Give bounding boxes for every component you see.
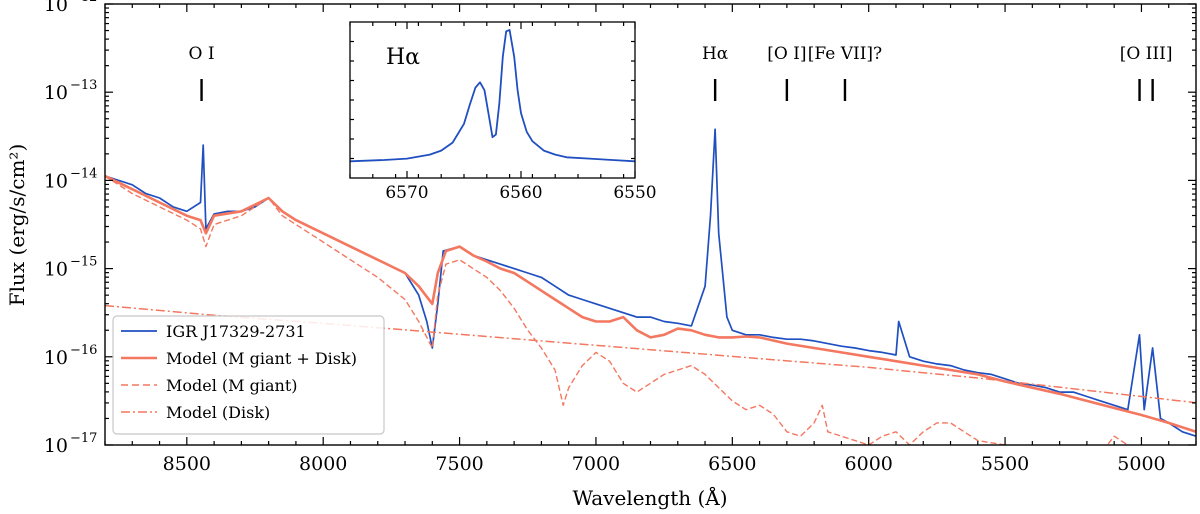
- y-tick-label: 10: [44, 435, 68, 457]
- x-tick-label: 5500: [981, 453, 1029, 475]
- series-model-giant: [105, 175, 1130, 445]
- y-tick-exponent: −12: [70, 0, 97, 5]
- x-tick-label: 7000: [572, 453, 620, 475]
- inset-title: Hα: [386, 45, 420, 70]
- inset-plot: 6570 6560 6550 Hα: [349, 21, 657, 203]
- x-tick-label: 6000: [845, 453, 893, 475]
- annotation-label: O I: [189, 44, 215, 64]
- legend-label-model-total: Model (M giant + Disk): [166, 349, 357, 368]
- y-tick-label: 10: [44, 0, 68, 16]
- y-tick-label: 10: [44, 170, 68, 192]
- annotation-label: [O I]: [767, 44, 806, 64]
- inset-x-tick-label: 6570: [385, 183, 428, 203]
- line-annotations: O I Hα [O I] [Fe VII]? [O III]: [189, 44, 1173, 101]
- series-model-total: [105, 174, 1196, 434]
- x-axis-label: Wavelength (Å): [572, 485, 727, 510]
- y-tick-exponent: −14: [70, 166, 97, 181]
- legend-box: [112, 315, 385, 435]
- y-tick-label: 10: [44, 347, 68, 369]
- legend-label-model-giant: Model (M giant): [166, 376, 298, 395]
- legend-label-model-disk: Model (Disk): [166, 403, 270, 422]
- y-tick-exponent: −16: [70, 343, 97, 358]
- y-tick-exponent: −15: [70, 255, 97, 270]
- annotation-label: Hα: [702, 44, 729, 64]
- inset-x-tick-label: 6560: [499, 183, 542, 203]
- annotation-label: [O III]: [1120, 44, 1173, 64]
- x-tick-label: 8500: [163, 453, 211, 475]
- x-tick-label: 6500: [708, 453, 756, 475]
- legend: IGR J17329-2731 Model (M giant + Disk) M…: [112, 315, 385, 435]
- x-axis: 8500 8000 7500 7000 6500 6000 5500 5000: [104, 4, 1197, 475]
- x-tick-label: 7500: [435, 453, 483, 475]
- y-tick-exponent: −13: [70, 78, 97, 93]
- inset-background: [350, 22, 635, 178]
- x-tick-label: 8000: [299, 453, 347, 475]
- annotation-label: [Fe VII]?: [808, 44, 882, 64]
- y-tick-exponent: −17: [70, 431, 97, 446]
- x-tick-label: 5000: [1117, 453, 1165, 475]
- legend-label-observed: IGR J17329-2731: [166, 322, 306, 341]
- y-axis-label: Flux (erg/s/cm²): [5, 144, 29, 307]
- inset-series-observed: [350, 29, 635, 163]
- y-tick-label: 10: [44, 82, 68, 104]
- inset-x-tick-label: 6550: [613, 183, 656, 203]
- y-tick-label: 10: [44, 259, 68, 281]
- inset-x-axis: 6570 6560 6550: [349, 22, 657, 203]
